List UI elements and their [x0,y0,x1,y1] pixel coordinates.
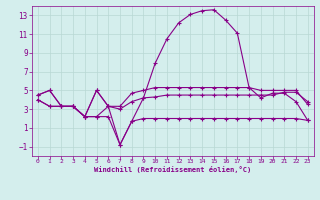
X-axis label: Windchill (Refroidissement éolien,°C): Windchill (Refroidissement éolien,°C) [94,166,252,173]
